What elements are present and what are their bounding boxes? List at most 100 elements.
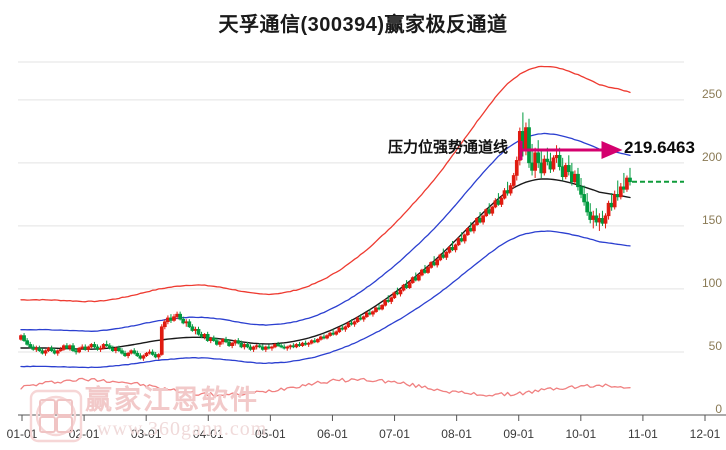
candlestick xyxy=(484,208,489,218)
candlestick xyxy=(40,348,45,355)
candlestick xyxy=(306,341,311,347)
candlestick xyxy=(490,205,495,216)
middle-black-line xyxy=(20,178,631,350)
candlestick xyxy=(499,195,504,207)
candlestick xyxy=(481,214,485,225)
candlestick xyxy=(410,276,415,284)
candlestick xyxy=(628,167,632,186)
candlestick xyxy=(576,167,580,191)
candlestick xyxy=(588,203,593,224)
candlestick xyxy=(426,266,430,274)
candlestick xyxy=(92,341,97,349)
candlestick xyxy=(71,343,75,352)
candlestick xyxy=(110,345,115,352)
candlestick xyxy=(566,155,571,176)
watermark-brand: 赢家江恩软件 xyxy=(85,385,259,415)
candlestick xyxy=(612,190,617,210)
candlestick xyxy=(416,273,421,282)
candlestick xyxy=(132,348,137,355)
candlestick xyxy=(560,157,565,181)
candlestick xyxy=(401,283,406,292)
candlestick xyxy=(285,345,290,351)
x-axis-tick-label: 05-01 xyxy=(255,427,286,441)
candlestick xyxy=(570,162,574,186)
x-axis-tick-label: 09-01 xyxy=(503,427,535,441)
candlestick xyxy=(34,345,39,352)
y-axis-tick-label: 0 xyxy=(715,402,722,416)
candlestick xyxy=(22,333,26,342)
candlestick xyxy=(37,345,42,352)
candlestick xyxy=(242,343,247,350)
axis-lines xyxy=(18,414,726,421)
candlestick xyxy=(169,314,173,323)
candlestick xyxy=(380,304,384,311)
x-axis-tick-label: 01-01 xyxy=(6,427,38,441)
candlestick xyxy=(527,118,531,168)
candlestick xyxy=(300,341,305,347)
candlestick xyxy=(585,193,590,216)
gridlines xyxy=(18,61,684,416)
page-title: 天孚通信(300394)赢家极反通道 xyxy=(218,14,508,36)
candlestick xyxy=(291,343,296,349)
candlestick xyxy=(254,344,259,350)
candlestick xyxy=(101,343,106,350)
candlestick xyxy=(245,341,250,349)
candlestick xyxy=(319,335,323,341)
lower-blue-band xyxy=(20,230,631,369)
candlestick xyxy=(328,331,332,337)
candlestick xyxy=(19,334,23,341)
candlestick xyxy=(184,319,189,327)
candlestick xyxy=(557,147,562,171)
candlestick xyxy=(43,349,48,356)
candlestick xyxy=(98,345,103,352)
candlestick xyxy=(248,344,253,351)
candlestick xyxy=(156,353,161,360)
candlestick xyxy=(28,341,33,349)
candlestick xyxy=(502,188,507,200)
annotation-arrow xyxy=(519,141,623,160)
candlestick xyxy=(297,341,302,347)
candlestick xyxy=(533,147,537,178)
candlestick xyxy=(398,288,403,297)
upper-red-band xyxy=(20,65,631,303)
candlestick xyxy=(147,349,152,355)
candlestick xyxy=(205,331,210,342)
candlestick xyxy=(594,208,599,226)
candlestick xyxy=(622,172,626,194)
candlestick xyxy=(282,344,287,350)
candlestick xyxy=(597,213,602,231)
candlestick xyxy=(190,324,195,332)
candlestick xyxy=(260,344,265,351)
candlestick xyxy=(303,340,308,346)
candlestick xyxy=(343,325,348,332)
candlestick xyxy=(159,324,164,356)
x-axis-tick-label: 06-01 xyxy=(317,427,348,441)
candlestick xyxy=(288,344,293,350)
x-axis-tick-label: 08-01 xyxy=(441,427,472,441)
candlestick xyxy=(77,346,81,354)
candlestick xyxy=(309,339,314,345)
candlestick xyxy=(315,338,320,344)
candlestick xyxy=(178,311,182,321)
candlestick xyxy=(337,326,342,334)
candlestick xyxy=(230,341,235,349)
y-axis-tick-label: 50 xyxy=(708,338,722,353)
candlestick xyxy=(294,343,299,349)
x-axis-tick-label: 12-01 xyxy=(689,427,721,441)
candlestick-series xyxy=(19,112,632,361)
candlestick xyxy=(218,340,222,347)
candlestick xyxy=(166,315,170,325)
candlestick xyxy=(539,150,544,178)
candlestick xyxy=(508,183,513,196)
candlestick xyxy=(447,246,452,254)
candlestick xyxy=(435,258,440,268)
candlestick xyxy=(625,175,629,192)
candlestick xyxy=(514,156,519,181)
x-axis-tick-label: 02-01 xyxy=(68,427,100,441)
candlestick xyxy=(107,343,112,350)
candlestick xyxy=(542,155,547,176)
candlestick xyxy=(563,162,568,180)
candlestick xyxy=(224,336,228,344)
candlestick xyxy=(579,177,583,199)
candlestick xyxy=(392,291,397,300)
